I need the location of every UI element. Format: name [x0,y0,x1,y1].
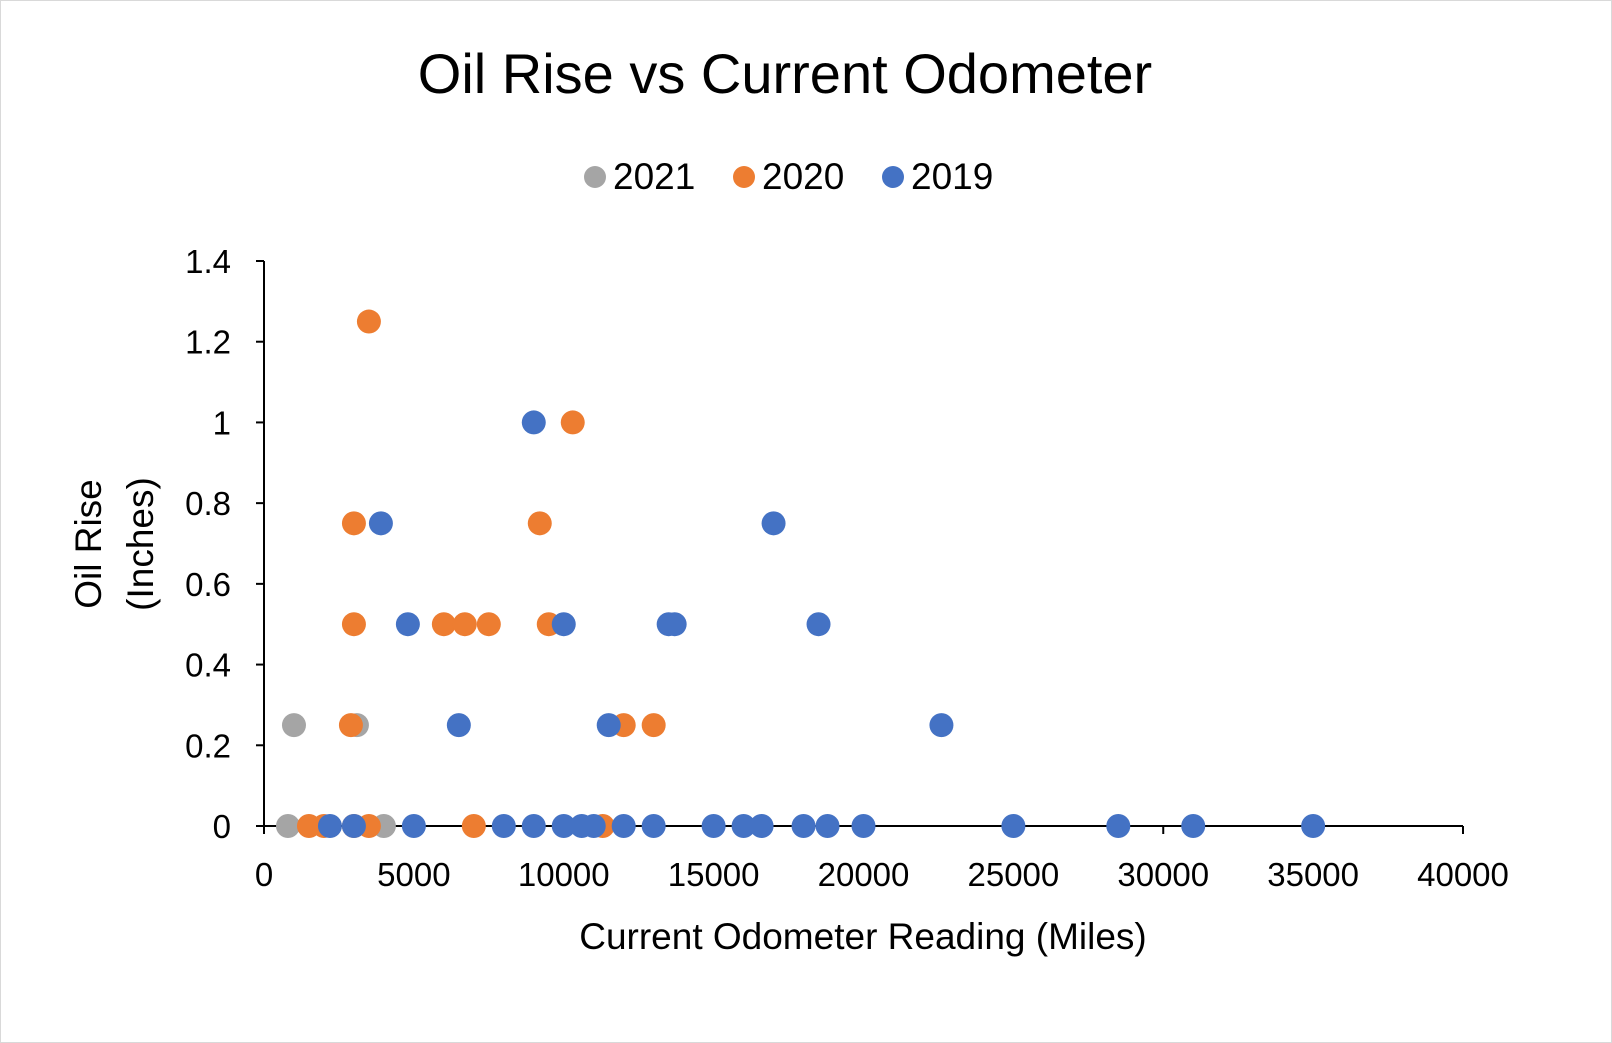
y-axis-title: Oil Rise (Inches) [68,477,161,611]
y-axis-ticks: 0 0.2 0.4 0.6 0.8 1 1.2 1.4 [185,243,264,845]
data-point-2019 [1181,814,1206,838]
x-tick-label: 0 [255,856,273,893]
data-point-2019 [662,612,687,637]
data-point-2020 [341,511,366,536]
data-point-2021 [275,814,300,838]
data-point-2019 [815,814,840,838]
data-point-2019 [806,612,831,637]
y-tick-label: 1 [213,404,231,441]
x-tick-label: 20000 [818,856,910,893]
series-2019 [317,410,1326,838]
data-point-2019 [1301,814,1326,838]
y-tick-label: 0.8 [185,485,231,522]
x-axis-ticks: 0 5000 10000 15000 20000 25000 30000 35000 40000 [255,826,1509,893]
data-point-2020 [356,309,381,334]
data-point-2019 [791,814,816,838]
data-point-2019 [491,814,516,838]
legend-marker-2020 [733,166,755,188]
x-axis-title: Current Odometer Reading (Miles) [579,916,1147,957]
data-point-2019 [446,713,471,738]
data-point-2019 [368,511,393,536]
x-tick-label: 25000 [967,856,1059,893]
data-point-2019 [1001,814,1026,838]
data-point-2019 [551,814,576,838]
y-tick-label: 0.4 [185,647,231,684]
data-point-2019 [761,511,786,536]
data-point-2019 [611,814,636,838]
x-tick-label: 35000 [1267,856,1359,893]
data-point-2020 [338,713,363,738]
legend-label-2021: 2021 [613,156,695,197]
data-point-2019 [1106,814,1131,838]
data-point-2021 [281,713,306,738]
data-point-2019 [521,814,546,838]
y-axis-title-line-2: (Inches) [120,477,161,611]
axes [263,261,1463,827]
chart-title: Oil Rise vs Current Odometer [418,42,1152,105]
y-tick-label: 0.6 [185,566,231,603]
y-tick-label: 0.2 [185,727,231,764]
data-point-2019 [641,814,666,838]
x-tick-label: 40000 [1417,856,1509,893]
legend-label-2020: 2020 [762,156,844,197]
data-point-2019 [395,612,420,637]
x-tick-label: 30000 [1117,856,1209,893]
data-point-2019 [749,814,774,838]
data-point-2020 [452,612,477,637]
data-point-2020 [476,612,501,637]
data-point-2019 [596,713,621,738]
y-tick-label: 1.2 [185,324,231,361]
data-point-2020 [461,814,486,838]
legend-label-2019: 2019 [911,156,993,197]
data-point-2020 [641,713,666,738]
data-point-2019 [581,814,606,838]
data-point-2019 [929,713,954,738]
data-point-2019 [401,814,426,838]
legend-marker-2019 [882,166,904,188]
legend-marker-2021 [584,166,606,188]
data-point-2019 [701,814,726,838]
x-tick-label: 10000 [518,856,610,893]
data-point-2019 [521,410,546,435]
data-point-2020 [431,612,456,637]
y-axis-title-line-1: Oil Rise [68,479,109,609]
y-tick-label: 0 [213,808,231,845]
data-point-2020 [341,612,366,637]
y-tick-label: 1.4 [185,243,231,280]
data-point-2019 [551,612,576,637]
data-point-2020 [527,511,552,536]
data-point-2019 [317,814,342,838]
data-point-2020 [560,410,585,435]
data-point-2019 [731,814,756,838]
x-tick-label: 15000 [668,856,760,893]
data-point-2019 [851,814,876,838]
data-point-2019 [341,814,366,838]
x-tick-label: 5000 [377,856,450,893]
series-2020 [296,309,666,838]
legend: 2021 2020 2019 [584,156,993,197]
data-points [275,309,1326,838]
